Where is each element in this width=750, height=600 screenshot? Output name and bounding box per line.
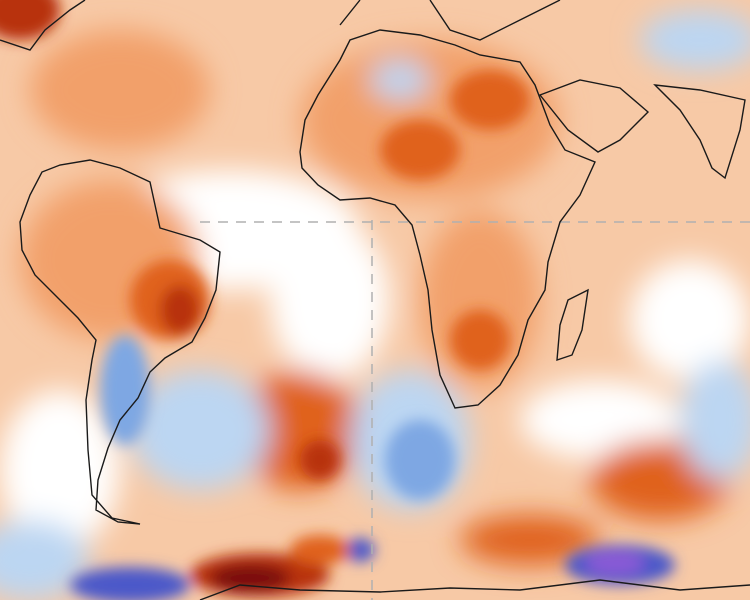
- neutral-region: [0, 390, 120, 550]
- warm-region: [30, 30, 210, 150]
- neutral-region: [630, 260, 750, 380]
- madagascar-outline: [556, 288, 589, 362]
- cool-region: [680, 360, 750, 480]
- cold-region: [100, 335, 150, 445]
- warm-region: [420, 210, 540, 390]
- extreme-cold-region: [585, 551, 645, 575]
- cool-region: [130, 370, 270, 490]
- cold-region: [385, 420, 455, 500]
- europe-outline: [339, 0, 561, 41]
- cool-region: [370, 60, 430, 100]
- antarctica-outline: [199, 579, 750, 600]
- north-america-outline: [0, 0, 86, 51]
- very-cold-region: [70, 567, 190, 600]
- cool-region: [0, 520, 90, 600]
- hot-region: [290, 535, 350, 565]
- hot-region: [450, 70, 530, 130]
- very-hot-region: [160, 285, 200, 335]
- cool-region: [640, 10, 750, 70]
- india-outline: [653, 84, 746, 180]
- neutral-region: [270, 220, 390, 380]
- neutral-region: [520, 380, 680, 460]
- hot-region: [460, 515, 600, 565]
- gridlines: [200, 220, 750, 600]
- hot-region: [380, 120, 460, 180]
- very-hot-region: [300, 440, 340, 480]
- south-america-outline: [19, 159, 221, 525]
- extreme-hot-region: [210, 564, 290, 592]
- anomaly-field-detail: [0, 0, 675, 600]
- arabia-outline: [538, 79, 650, 153]
- very-cold-region: [345, 538, 375, 562]
- hot-region: [450, 310, 510, 370]
- africa-outline: [299, 29, 596, 409]
